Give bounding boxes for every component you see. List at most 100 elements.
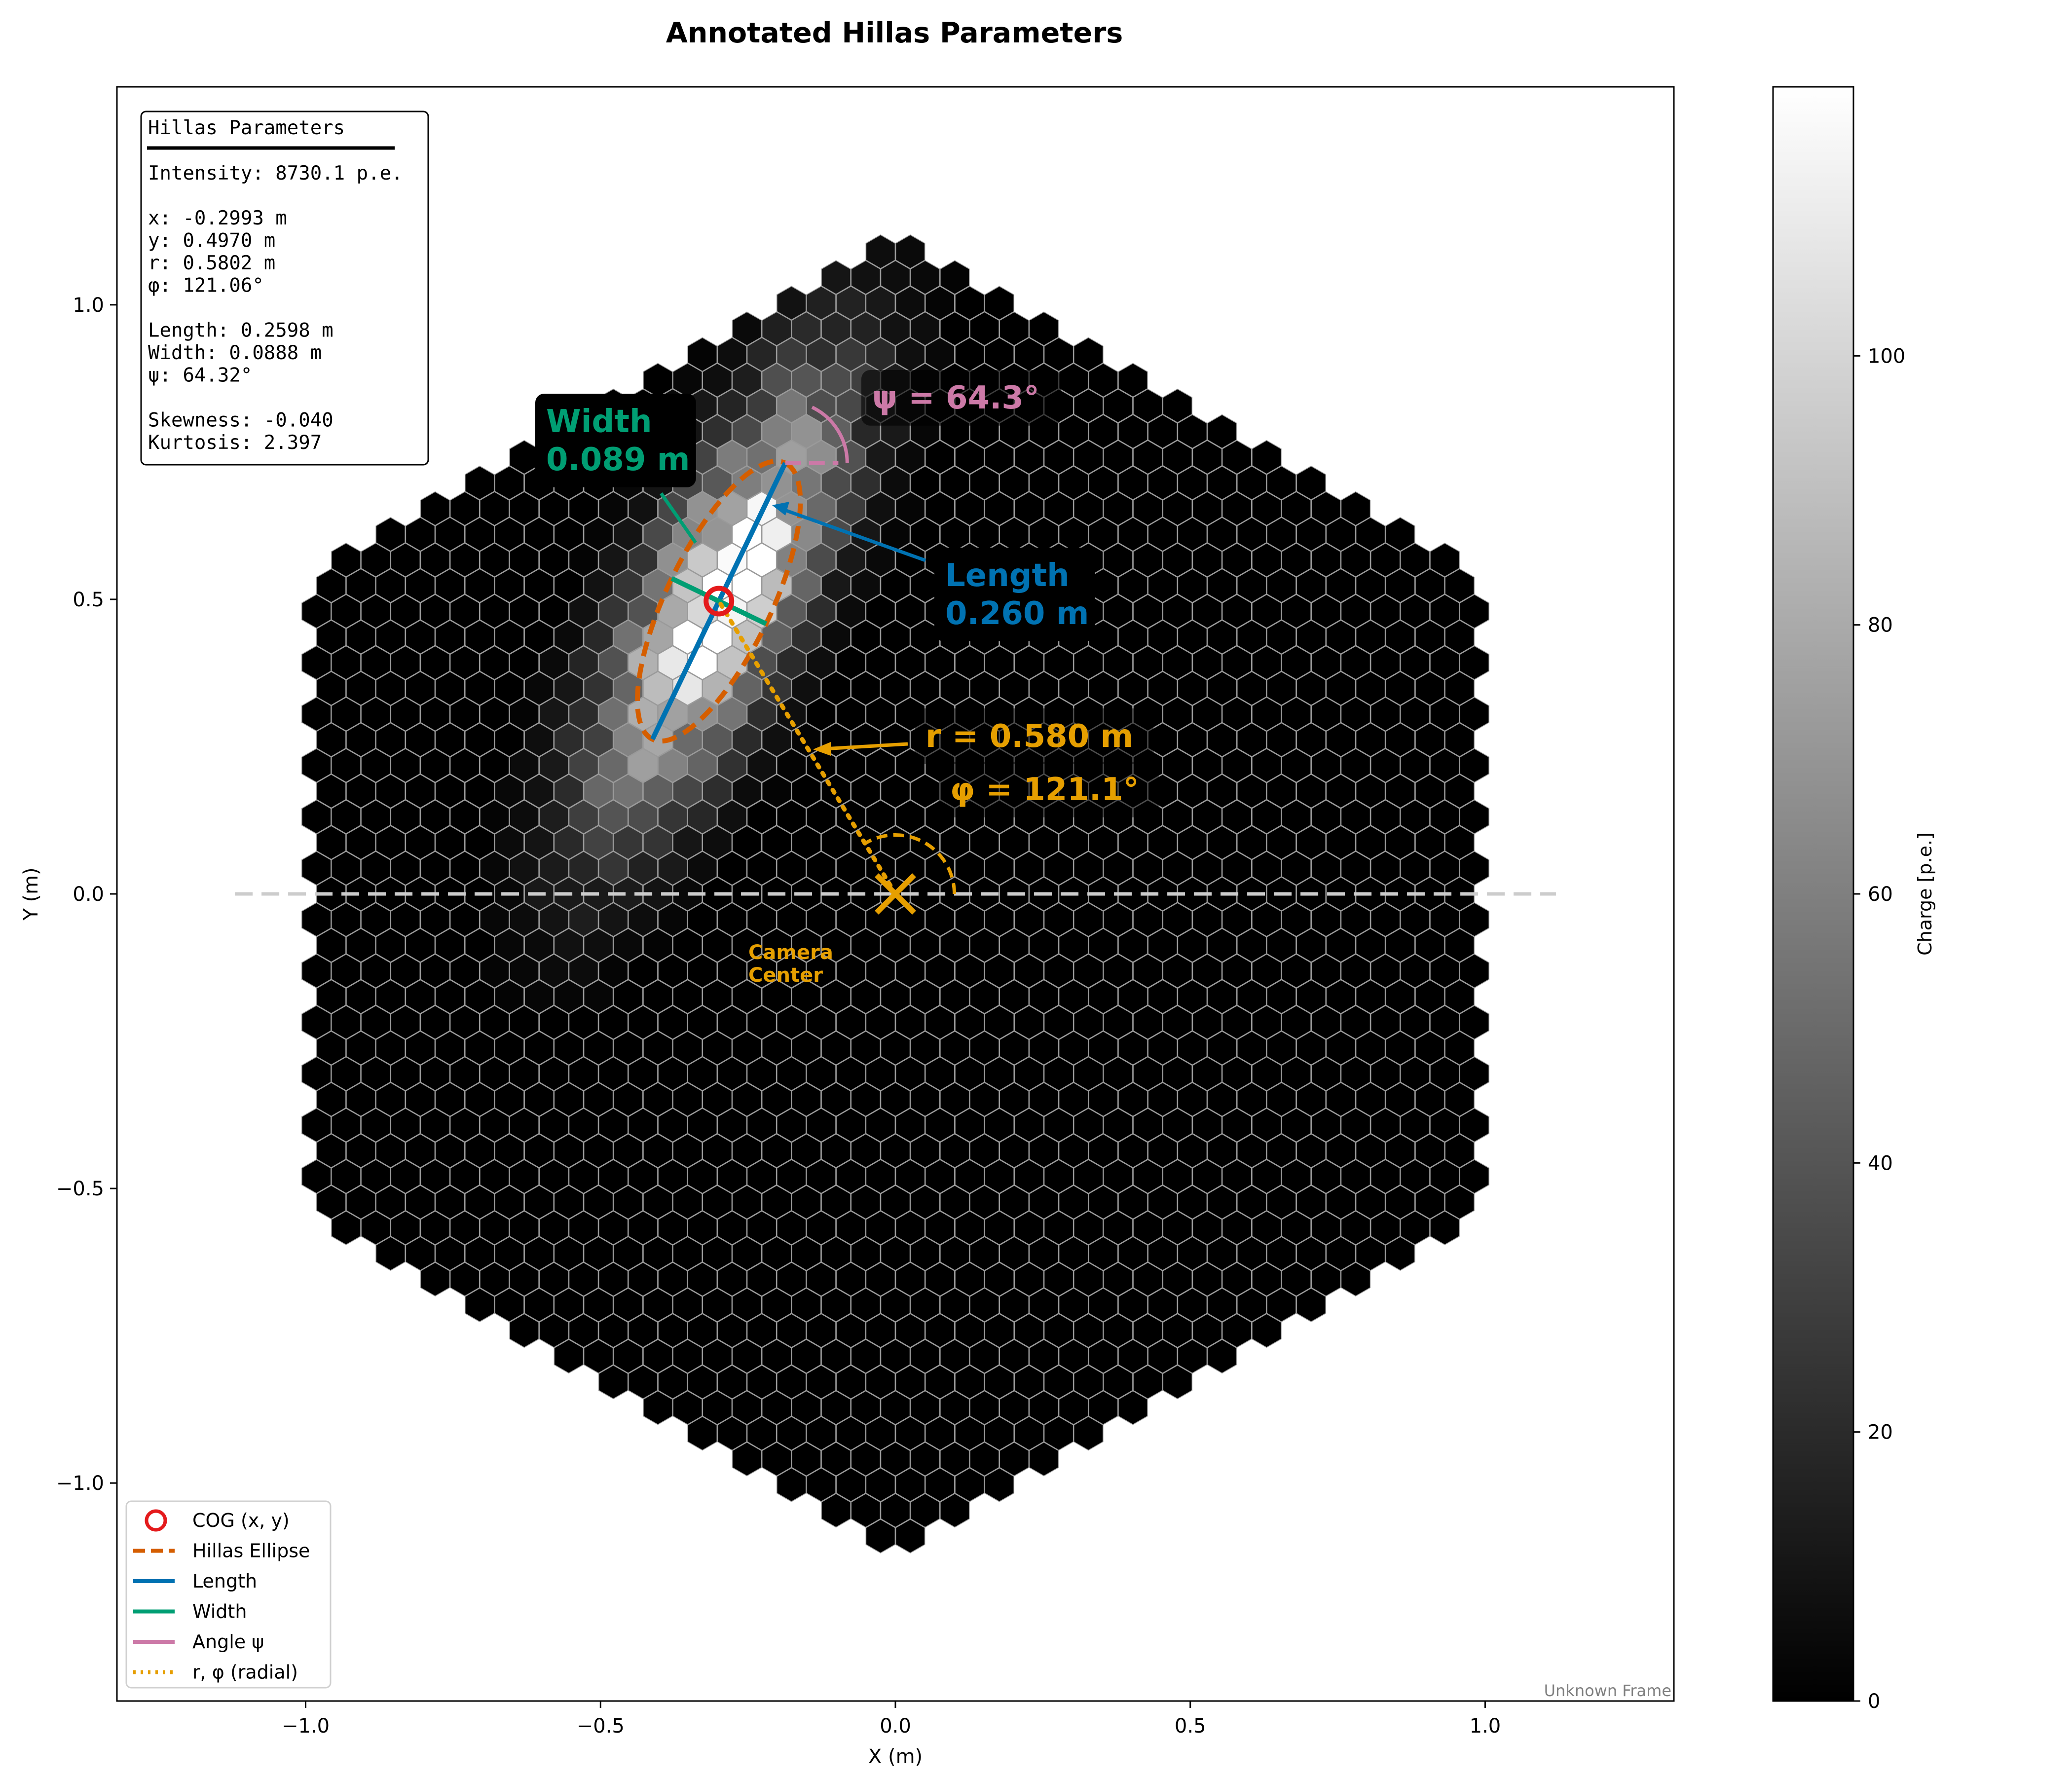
camera-pixel (554, 1288, 584, 1323)
r-arrowhead (813, 742, 831, 756)
camera-pixel (465, 774, 495, 809)
camera-pixel (494, 465, 524, 500)
camera-pixel (1400, 799, 1430, 834)
camera-pixel (598, 645, 629, 680)
camera-pixel (1400, 697, 1430, 732)
camera-pixel (1207, 1236, 1237, 1271)
camera-pixel (702, 722, 733, 757)
camera-pixel (524, 620, 554, 655)
camera-pixel (1237, 568, 1267, 603)
camera-pixel (865, 1416, 896, 1451)
camera-pixel (1029, 1390, 1059, 1425)
camera-pixel (851, 260, 881, 295)
camera-pixel (539, 543, 569, 577)
camera-pixel (702, 928, 733, 963)
camera-pixel (791, 568, 821, 603)
camera-pixel (746, 543, 777, 577)
colorbar-ticks: 0 20 40 60 80 100 (1853, 345, 1905, 1713)
camera-pixel (910, 1184, 940, 1220)
camera-pixel (821, 363, 851, 398)
camera-pixel (583, 568, 614, 603)
camera-pixel (1088, 517, 1118, 552)
camera-pixel (969, 1236, 999, 1271)
camera-pixel (910, 1493, 940, 1528)
camera-pixel (405, 671, 436, 706)
camera-pixel (955, 1056, 985, 1091)
colorbar-label: Charge [p.e.] (1914, 832, 1936, 956)
camera-pixel (1118, 877, 1148, 911)
camera-pixel (316, 671, 346, 706)
camera-pixel (1133, 1313, 1163, 1348)
camera-pixel (925, 1159, 955, 1194)
camera-pixel (672, 722, 703, 757)
width-axis (670, 576, 768, 627)
camera-pixel (1162, 748, 1193, 783)
camera-pixel (1192, 645, 1222, 680)
camera-pixel (777, 1313, 807, 1348)
camera-pixel (984, 1262, 1014, 1296)
camera-pixel (836, 543, 866, 577)
camera-pixel (1058, 1082, 1089, 1117)
camera-pixel (865, 491, 896, 526)
camera-pixel (806, 286, 836, 321)
camera-pixel (777, 1211, 807, 1245)
camera-pixel (1430, 645, 1460, 680)
camera-pixel (1133, 902, 1163, 937)
camera-pixel (1459, 799, 1489, 834)
camera-pixel (480, 1159, 510, 1194)
camera-pixel (613, 1339, 643, 1374)
camera-pixel (1192, 491, 1222, 526)
camera-pixel (910, 1339, 940, 1374)
camera-pixel (702, 1031, 733, 1066)
camera-pixel (836, 440, 866, 475)
camera-pixel (687, 851, 718, 886)
camera-pixel (717, 851, 747, 886)
camera-pixel (1266, 722, 1296, 757)
camera-pixel (1355, 1184, 1386, 1220)
camera-pixel (1147, 928, 1178, 963)
camera-pixel (940, 1236, 970, 1271)
camera-pixel (420, 543, 450, 577)
camera-pixel (1415, 1031, 1445, 1066)
camera-pixel (910, 1390, 940, 1425)
camera-pixel (806, 1159, 836, 1194)
camera-pixel (1162, 799, 1193, 834)
legend-items: COG (x, y) Hillas Ellipse Length Width Angle… (133, 1509, 310, 1683)
camera-pixel (1444, 1082, 1475, 1117)
camera-pixel (717, 491, 747, 526)
camera-pixel (1073, 1313, 1104, 1348)
camera-pixel (984, 1005, 1014, 1040)
camera-pixel (1162, 1211, 1193, 1245)
camera-pixel (1058, 363, 1089, 398)
camera-center-label: Camera (748, 941, 833, 964)
camera-pixel (1355, 671, 1386, 706)
camera-pixel (1014, 1108, 1044, 1143)
camera-pixel (851, 568, 881, 603)
camera-pixel (1311, 1005, 1341, 1040)
camera-pixel (1326, 979, 1356, 1014)
camera-pixel (955, 645, 985, 680)
camera-pixel (791, 671, 821, 706)
camera-pixel (346, 928, 376, 963)
camera-pixel (628, 1211, 658, 1245)
camera-pixel (717, 902, 747, 937)
camera-pixel (925, 1005, 955, 1040)
camera-pixel (524, 671, 554, 706)
camera-pixel (1370, 748, 1401, 783)
camera-pixel (687, 1005, 718, 1040)
camera-pixel (420, 1159, 450, 1194)
camera-pixel (821, 1236, 851, 1271)
camera-pixel (984, 851, 1014, 886)
camera-pixel (1281, 594, 1311, 629)
camera-pixel (1281, 748, 1311, 783)
length-annotation-background (934, 548, 1095, 641)
camera-pixel (1400, 954, 1430, 989)
camera-pixel (1459, 954, 1489, 989)
camera-pixel (1192, 543, 1222, 577)
camera-pixel (1207, 1184, 1237, 1220)
camera-pixel (331, 1159, 361, 1194)
camera-pixel (301, 697, 332, 732)
camera-pixel (658, 954, 688, 989)
camera-pixel (554, 722, 584, 757)
camera-pixel (554, 1133, 584, 1168)
